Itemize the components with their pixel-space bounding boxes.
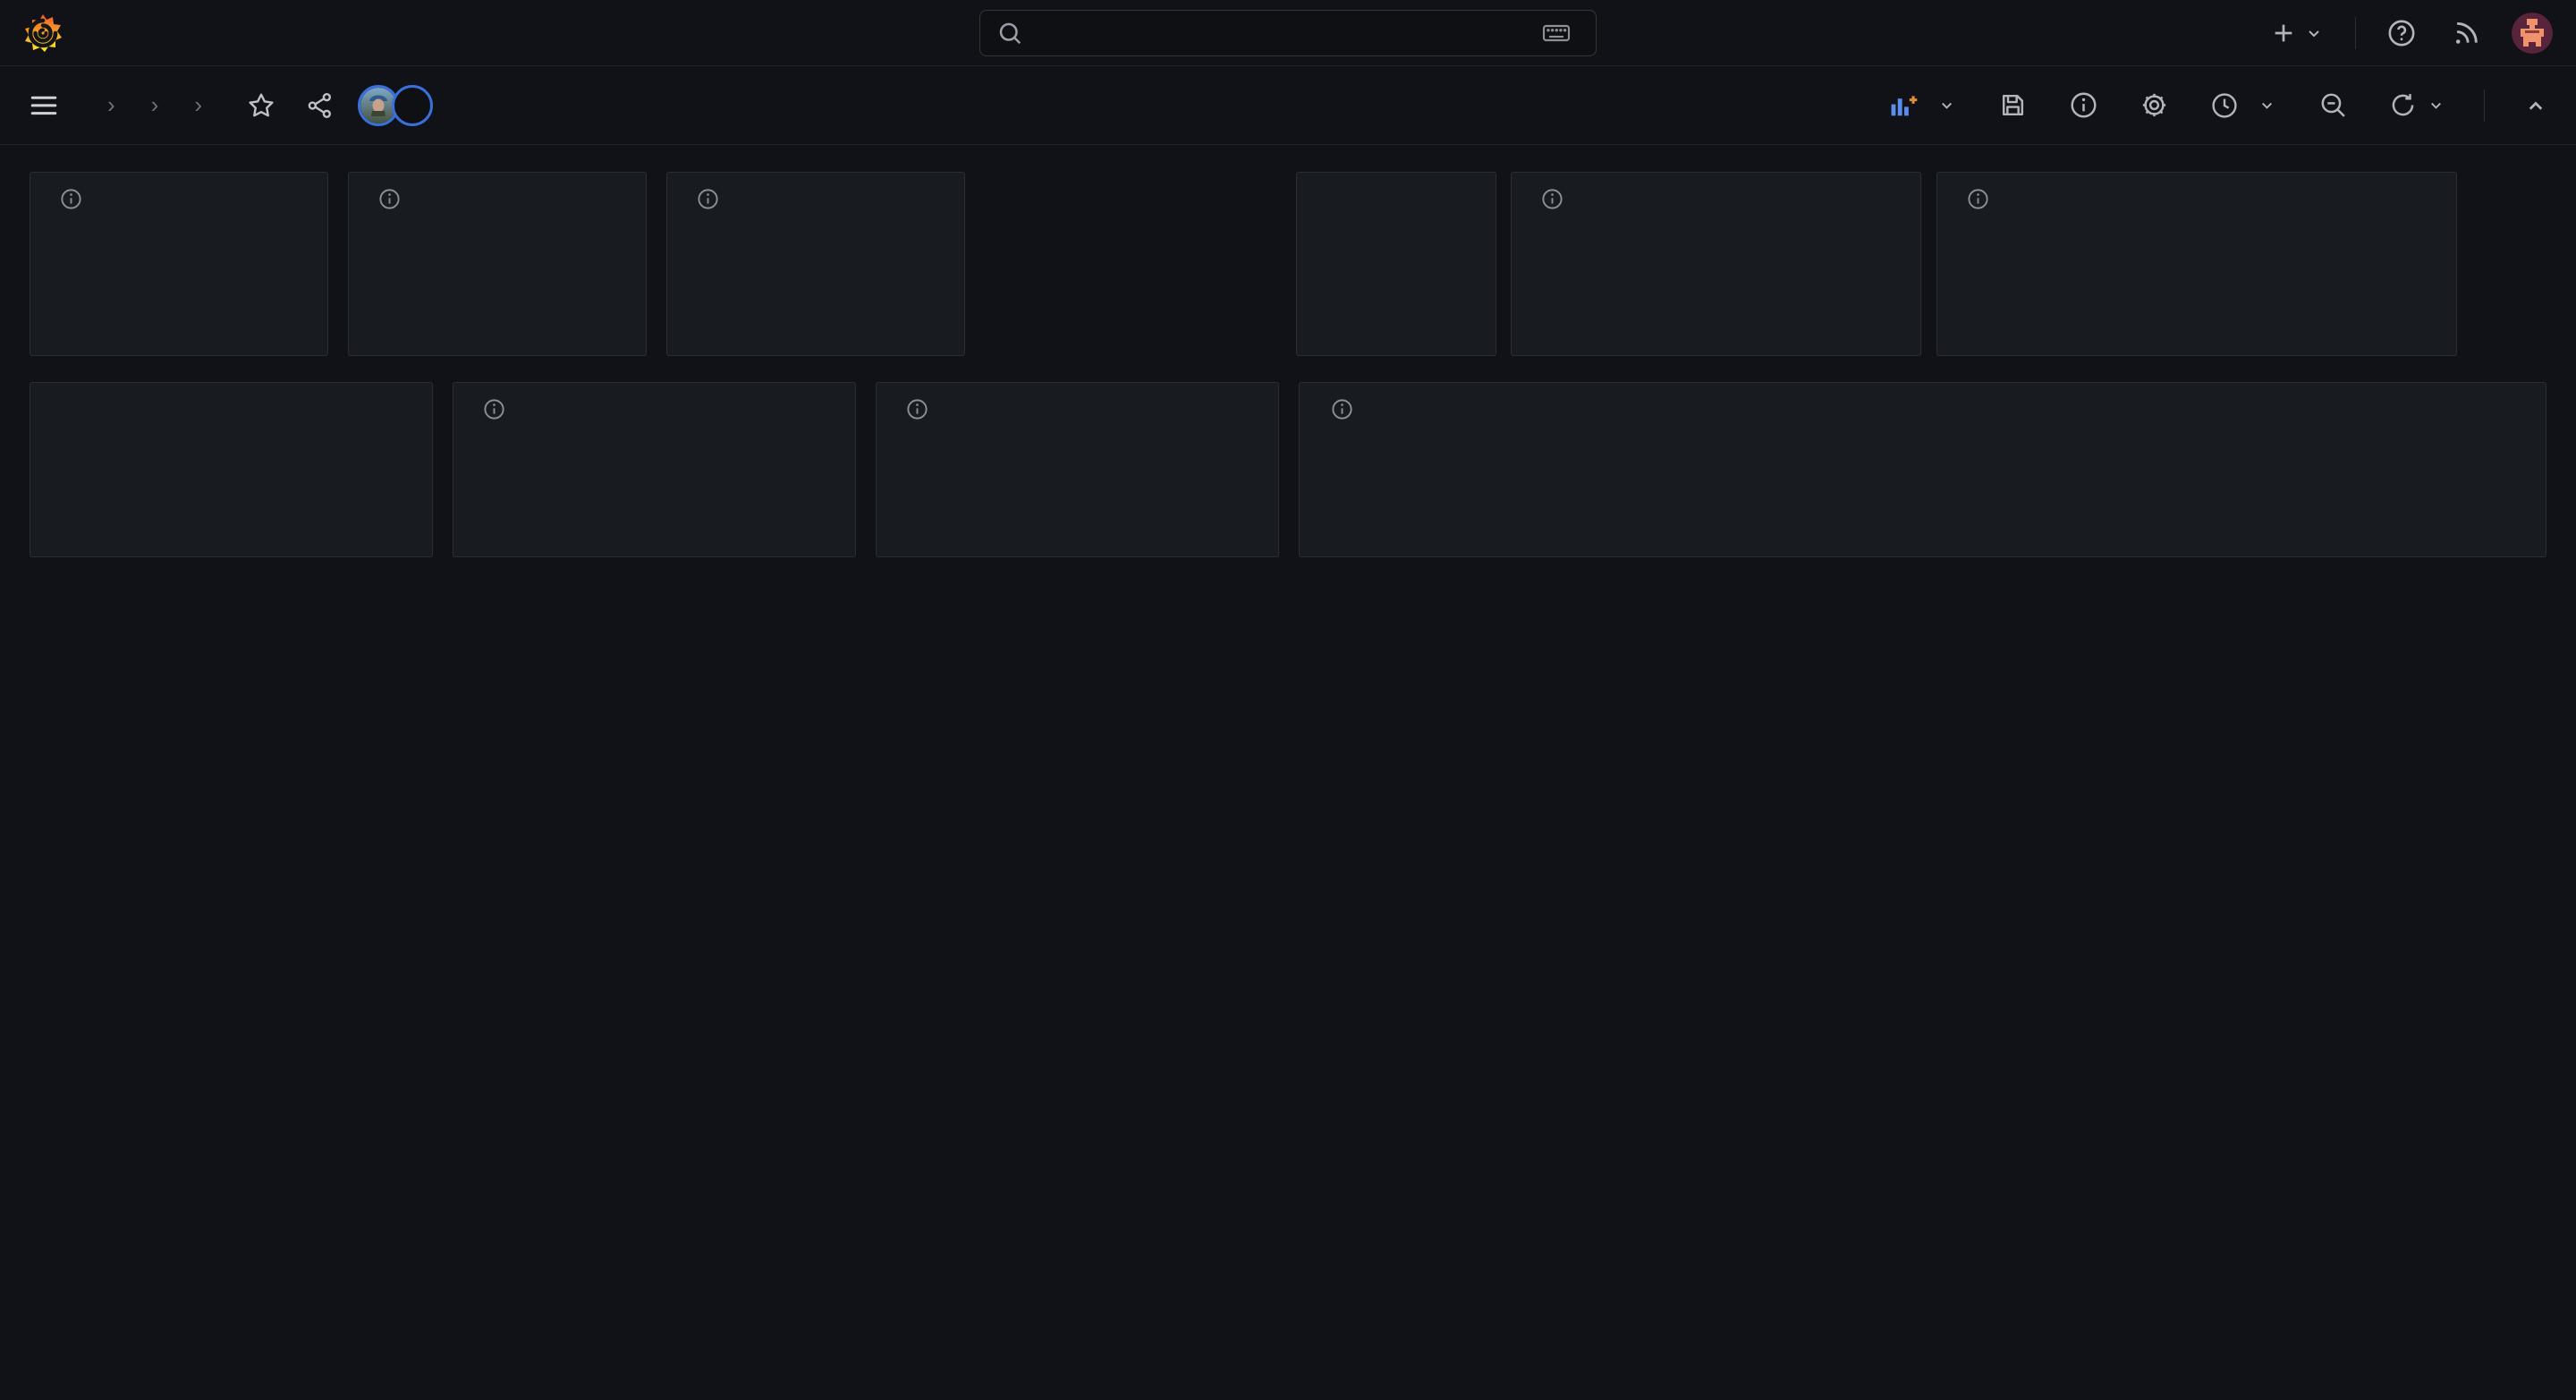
time-range-picker[interactable] xyxy=(2207,88,2281,123)
zoom-out-time-button[interactable] xyxy=(2315,87,2351,123)
panel-header xyxy=(1937,173,2456,211)
dashboard-settings-button[interactable] xyxy=(2136,87,2173,123)
chevron-down-icon xyxy=(2262,102,2272,109)
panel-header xyxy=(877,383,1278,421)
breadcrumb: › › › xyxy=(89,91,220,119)
top-nav xyxy=(0,0,2576,66)
panel-header xyxy=(453,383,855,421)
panel-info-icon[interactable] xyxy=(696,187,720,211)
panel-header xyxy=(1300,383,2546,421)
sli-chart-panel xyxy=(1299,382,2546,557)
save-dashboard-button[interactable] xyxy=(1995,87,2031,123)
panel-info-icon[interactable] xyxy=(1330,397,1354,421)
plus-icon xyxy=(2275,24,2292,41)
favorite-button[interactable] xyxy=(243,88,279,123)
rss-icon xyxy=(2455,21,2478,44)
stat-panel xyxy=(1936,172,2457,356)
stat-panel xyxy=(348,172,647,356)
breadcrumb-separator: › xyxy=(194,91,203,118)
dashboard-toolbar: › › › xyxy=(0,66,2576,145)
sli-stat-panel xyxy=(453,382,856,557)
add-button[interactable] xyxy=(1885,87,1961,124)
divider xyxy=(2355,16,2356,49)
toolbar-right-cluster xyxy=(1885,87,2553,124)
text-panel xyxy=(1296,172,1496,356)
info-circle-icon xyxy=(2071,92,2097,118)
keyboard-icon xyxy=(1542,24,1571,41)
chevron-down-icon xyxy=(2431,102,2441,109)
panel-header xyxy=(667,173,964,211)
news-button[interactable] xyxy=(2447,14,2485,52)
user-avatar[interactable] xyxy=(2512,12,2553,54)
share-icon xyxy=(308,92,332,118)
panel-info-icon[interactable] xyxy=(377,187,402,211)
stat-value xyxy=(349,221,646,344)
stat-value xyxy=(1937,221,2456,344)
stat-panel xyxy=(666,172,965,356)
add-panel-icon xyxy=(1891,95,1918,115)
stat-panel xyxy=(1511,172,1921,356)
breadcrumb-separator: › xyxy=(150,91,159,118)
nav-right-cluster xyxy=(2266,12,2553,54)
chevron-up-icon xyxy=(2529,101,2543,110)
gear-icon xyxy=(2142,93,2166,117)
panel-info-icon[interactable] xyxy=(59,187,83,211)
collapse-toolbar-button[interactable] xyxy=(2519,89,2553,123)
dashboard-insights-button[interactable] xyxy=(2065,87,2102,123)
breadcrumb-separator: › xyxy=(107,91,115,118)
mega-menu-button[interactable] xyxy=(23,85,64,126)
text-panel-content xyxy=(1297,173,1496,196)
stat-value xyxy=(453,431,855,546)
share-button[interactable] xyxy=(302,88,338,123)
error-budget-stat-panel xyxy=(876,382,1279,557)
panel-info-icon[interactable] xyxy=(1540,187,1564,211)
help-icon xyxy=(2388,20,2415,46)
panel-header xyxy=(30,173,327,211)
zoom-out-icon xyxy=(2321,93,2345,117)
slo-name-panel xyxy=(30,382,433,557)
dashboard-canvas xyxy=(0,145,2576,1400)
panel-header xyxy=(1512,173,1920,211)
panel-info-icon[interactable] xyxy=(905,397,929,421)
stat-value xyxy=(30,221,327,344)
hamburger-icon xyxy=(30,96,57,115)
star-icon xyxy=(249,93,274,116)
refresh-button[interactable] xyxy=(2385,88,2450,123)
panel-info-icon[interactable] xyxy=(1966,187,1990,211)
presence-avatar-e[interactable] xyxy=(392,84,434,126)
search-bar[interactable] xyxy=(979,9,1597,56)
shortcut-hint xyxy=(1542,19,1580,47)
divider xyxy=(2484,89,2485,122)
save-icon xyxy=(2002,94,2024,116)
refresh-icon xyxy=(2392,94,2414,116)
help-button[interactable] xyxy=(2383,14,2420,52)
new-menu-button[interactable] xyxy=(2266,15,2328,51)
panel-header xyxy=(349,173,646,211)
stat-value xyxy=(877,431,1278,546)
panel-info-icon[interactable] xyxy=(482,397,506,421)
search-icon xyxy=(996,20,1023,47)
stat-value xyxy=(667,221,964,344)
chevron-down-icon xyxy=(2309,30,2319,37)
clock-icon xyxy=(2212,92,2237,118)
search-input[interactable] xyxy=(1036,17,1530,48)
stat-value xyxy=(1512,221,1920,344)
grafana-logo[interactable] xyxy=(23,13,63,53)
stat-panel xyxy=(30,172,328,356)
chevron-down-icon xyxy=(1942,102,1952,109)
presence-indicators xyxy=(358,84,434,126)
